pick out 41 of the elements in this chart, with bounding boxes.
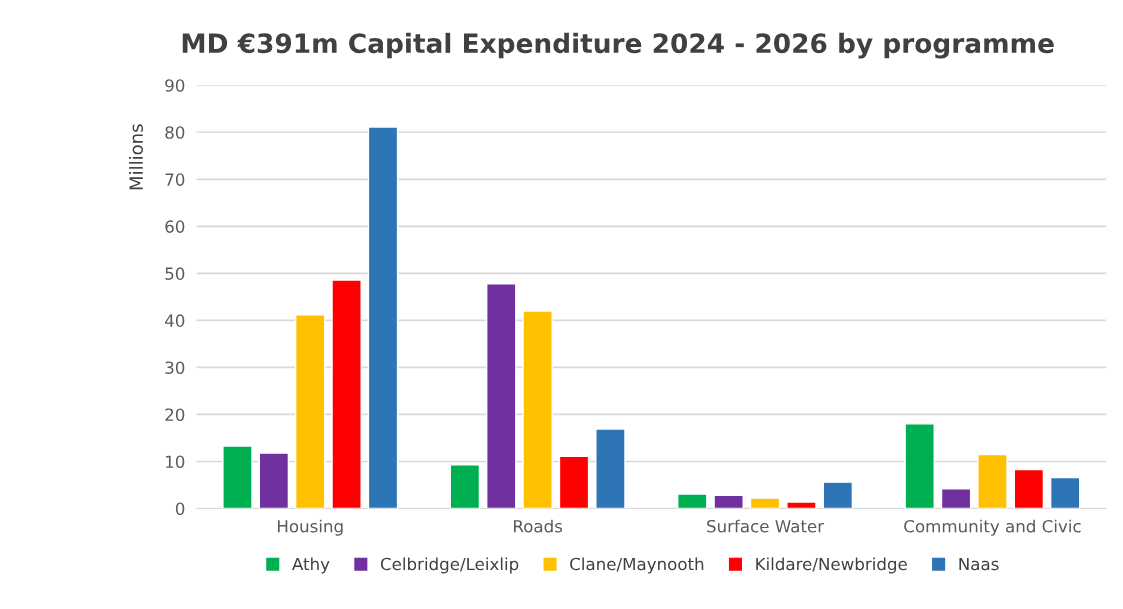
bar xyxy=(294,314,326,509)
legend-label: Naas xyxy=(959,557,999,571)
bar xyxy=(1013,468,1045,509)
y-tick-label: 60 xyxy=(165,220,185,233)
bar xyxy=(904,423,935,509)
y-tick-label: 70 xyxy=(165,173,185,186)
y-tick-label: 10 xyxy=(166,455,185,469)
y-tick-label: 40 xyxy=(165,314,185,327)
x-tick-label: Roads xyxy=(514,519,563,533)
bar xyxy=(786,501,817,509)
x-tick-label: Community and Civic xyxy=(904,519,1081,536)
bar xyxy=(222,445,253,509)
bar xyxy=(558,455,590,509)
bar xyxy=(940,488,972,509)
legend-label: Athy xyxy=(292,557,330,574)
x-tick-label: Housing xyxy=(277,519,343,536)
y-tick-label: 80 xyxy=(165,126,185,139)
y-tick-label: 30 xyxy=(165,361,185,374)
bar xyxy=(367,126,399,509)
x-tick-label: Surface Water xyxy=(707,519,825,533)
y-tick-label: 20 xyxy=(165,408,185,422)
legend-label: Celbridge/Leixlip xyxy=(380,557,519,574)
bar xyxy=(1049,476,1081,509)
legend-label: Clane/Maynooth xyxy=(570,557,704,574)
chart-title: MD €391m Capital Expenditure 2024 - 2026 by programme xyxy=(182,32,1054,59)
y-tick-label: 90 xyxy=(165,79,185,92)
bar xyxy=(449,464,481,509)
y-axis-title: Millions xyxy=(129,124,143,190)
bar xyxy=(258,452,290,509)
bar xyxy=(331,279,362,509)
bar xyxy=(677,493,708,509)
bar xyxy=(595,428,626,509)
bar xyxy=(977,453,1008,509)
bar xyxy=(749,497,781,509)
legend-label: Kildare/Newbridge xyxy=(756,557,907,574)
y-tick-label: 0 xyxy=(175,502,185,516)
y-tick-label: 50 xyxy=(165,267,185,280)
bar xyxy=(486,283,517,509)
bar xyxy=(522,310,553,509)
bar xyxy=(822,481,854,509)
bar xyxy=(713,494,744,509)
